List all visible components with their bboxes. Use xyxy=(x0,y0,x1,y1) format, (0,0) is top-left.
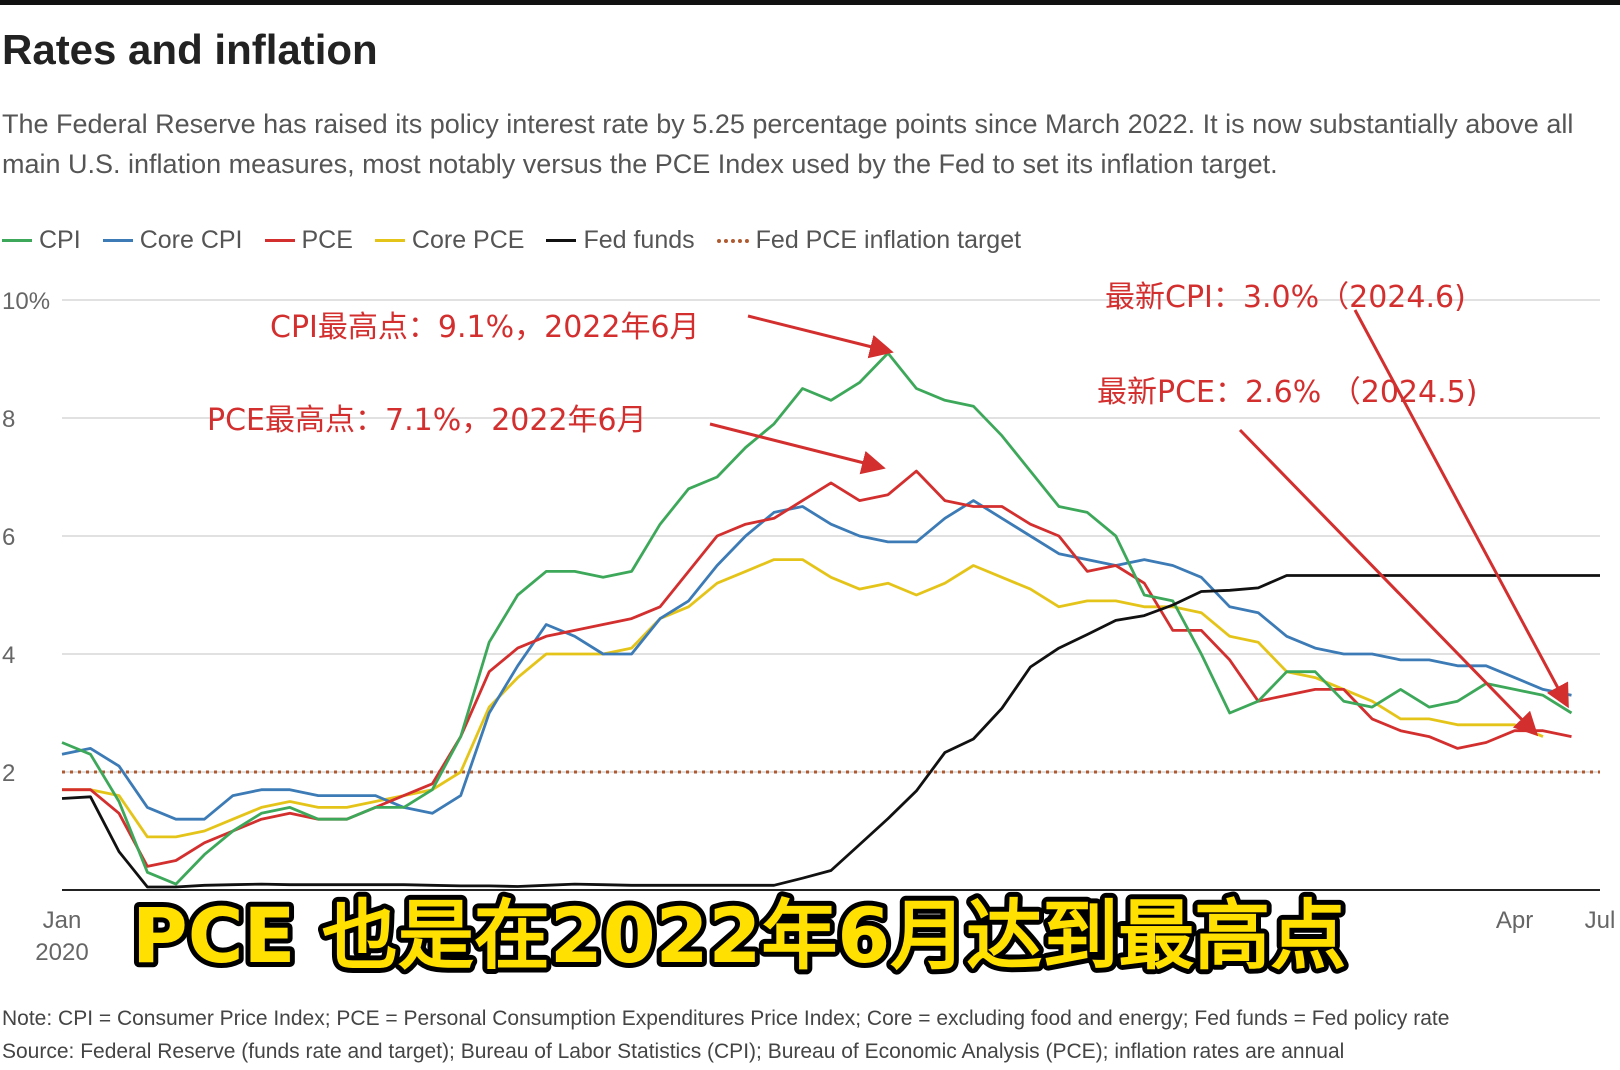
legend-swatch-core-pce xyxy=(374,239,405,242)
legend-item-core-pce: Core PCE xyxy=(374,226,525,255)
legend-item-cpi: CPI xyxy=(2,226,81,255)
annotation-latest-cpi: 最新CPI：3.0%（2024.6) xyxy=(1105,280,1466,315)
legend-swatch-target xyxy=(716,238,749,243)
legend-swatch-fed-funds xyxy=(546,239,577,242)
series-line-core-pce xyxy=(62,558,1544,839)
x-tick-label-1: Apr xyxy=(1496,907,1533,934)
chart-subtitle: The Federal Reserve has raised its polic… xyxy=(2,109,1574,179)
legend-label-core-pce: Core PCE xyxy=(411,226,525,254)
legend-label-cpi: CPI xyxy=(39,226,81,254)
chart-title: Rates and inflation xyxy=(2,26,378,73)
y-tick-label-2: 6 xyxy=(2,524,15,551)
x-tick-label-0: Jan xyxy=(43,907,82,934)
legend-item-fed-funds: Fed funds xyxy=(546,226,695,255)
legend-label-fed-funds: Fed funds xyxy=(583,226,695,254)
legend-item-target: Fed PCE inflation target xyxy=(716,226,1022,255)
legend-label-pce: PCE xyxy=(301,226,353,254)
footnotes: Note: CPI = Consumer Price Index; PCE = … xyxy=(2,1002,1449,1068)
series-line-cpi xyxy=(61,351,1573,886)
y-tick-label-1: 8 xyxy=(2,406,15,433)
pce-peak-arrow xyxy=(709,422,886,475)
series-layer xyxy=(61,351,1600,889)
legend-label-core-cpi: Core CPI xyxy=(139,226,243,254)
latest-cpi-arrow xyxy=(1353,309,1569,709)
annotation-latest-pce: 最新PCE：2.6% （2024.5) xyxy=(1097,375,1477,410)
x-tick-label-2: Jul xyxy=(1585,907,1616,934)
legend-item-core-cpi: Core CPI xyxy=(102,226,243,255)
arrow-layer xyxy=(709,309,1569,737)
latest-pce-arrow xyxy=(1238,428,1539,737)
annotation-pce-peak: PCE最高点：7.1%，2022年6月 xyxy=(207,403,647,438)
annotation-cpi-peak: CPI最高点：9.1%，2022年6月 xyxy=(270,310,700,345)
legend-swatch-core-cpi xyxy=(102,239,133,242)
y-tick-label-4: 2 xyxy=(2,760,15,787)
grid-layer: 10% 8 6 4 2 Jan 2020 Apr Jul xyxy=(2,288,1615,966)
video-caption: PCE 也是在2022年6月达到最高点 xyxy=(132,891,1346,980)
legend-swatch-cpi xyxy=(2,239,32,242)
note-text: Note: CPI = Consumer Price Index; PCE = … xyxy=(2,1007,1450,1030)
y-tick-label-3: 4 xyxy=(2,642,15,669)
y-tick-label-0: 10% xyxy=(2,288,50,315)
series-line-fed-funds xyxy=(61,574,1600,889)
legend-swatch-pce xyxy=(264,239,295,242)
x-tick-sublabel-0: 2020 xyxy=(35,939,88,966)
source-text: Source: Federal Reserve (funds rate and … xyxy=(2,1040,1345,1063)
legend-item-pce: PCE xyxy=(264,226,353,255)
legend-label-target: Fed PCE inflation target xyxy=(755,226,1022,254)
line-chart: 10% 8 6 4 2 Jan 2020 Apr Jul CPI最高点：9.1%，2022年6月… xyxy=(2,280,1615,985)
series-line-core-cpi xyxy=(61,499,1572,821)
legend: CPI Core CPI PCE Core PCE Fed funds Fed … xyxy=(2,226,1043,255)
cpi-peak-arrow xyxy=(747,314,894,359)
top-rule xyxy=(0,0,1620,5)
